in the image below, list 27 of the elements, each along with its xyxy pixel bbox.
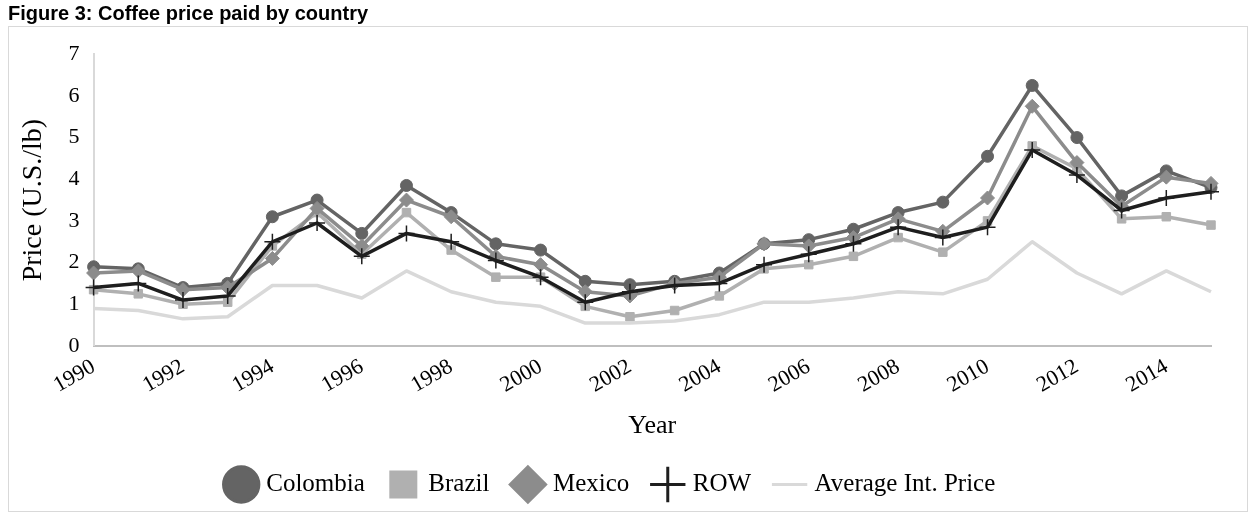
legend-label: Colombia [266,469,365,497]
x-tick-label: 1996 [316,353,368,397]
x-tick-label: 2006 [763,353,815,397]
x-tick-label: 2004 [674,353,725,397]
y-tick-label: 6 [68,81,80,107]
x-tick-label: 2008 [852,353,904,397]
x-tick-label: 2002 [584,353,636,397]
y-tick-label: 4 [68,165,80,191]
y-axis-title: Price (U.S./lb) [16,118,48,282]
x-tick-label: 1998 [405,353,457,397]
x-tick-label: 2012 [1031,353,1083,397]
y-tick-label: 3 [68,206,80,232]
y-tick-label: 7 [68,39,80,65]
x-tick-label: 2000 [495,353,546,397]
y-tick-label: 2 [68,248,80,274]
legend-label: Average Int. Price [814,469,996,497]
x-tick-label: 1992 [137,353,189,397]
x-tick-label: 2014 [1121,353,1172,397]
legend-label: Brazil [428,469,490,497]
legend-label: Mexico [552,469,630,497]
x-axis-title: Year [628,410,677,440]
legend-label: ROW [692,469,752,497]
chart-title: Figure 3: Coffee price paid by country [7,1,370,26]
x-tick-label: 1994 [227,353,278,397]
x-tick-label: 2010 [942,353,993,397]
y-tick-label: 1 [68,290,80,316]
y-tick-label: 5 [68,123,80,149]
